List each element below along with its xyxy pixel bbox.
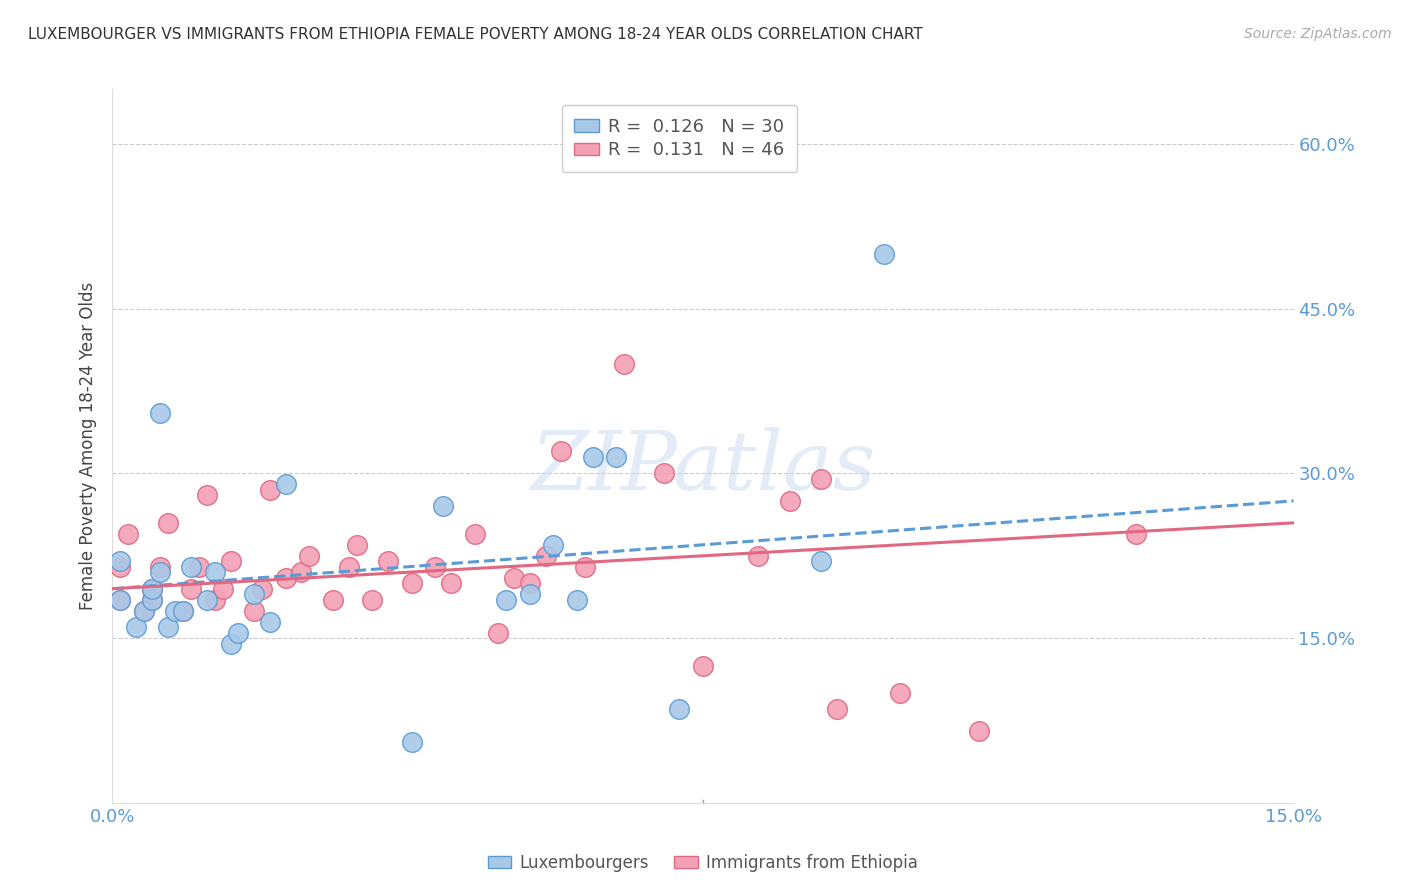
Point <box>290 566 312 580</box>
Text: Source: ZipAtlas.com: Source: ZipAtlas.com <box>1244 27 1392 41</box>
Point <box>219 637 242 651</box>
Point <box>180 559 202 574</box>
Point <box>605 450 627 464</box>
Point <box>149 566 172 580</box>
Point <box>211 582 233 596</box>
Point <box>110 592 132 607</box>
Point <box>141 592 163 607</box>
Point <box>503 571 526 585</box>
Point <box>495 592 517 607</box>
Point <box>141 582 163 596</box>
Point <box>810 472 832 486</box>
Point <box>149 406 172 420</box>
Point <box>188 559 211 574</box>
Point <box>779 494 801 508</box>
Text: ZIPatlas: ZIPatlas <box>530 427 876 508</box>
Point <box>117 526 139 541</box>
Point <box>652 467 675 481</box>
Y-axis label: Female Poverty Among 18-24 Year Olds: Female Poverty Among 18-24 Year Olds <box>79 282 97 610</box>
Point <box>243 604 266 618</box>
Point <box>337 559 360 574</box>
Point <box>195 592 218 607</box>
Point <box>346 538 368 552</box>
Point <box>195 488 218 502</box>
Point <box>250 582 273 596</box>
Point <box>377 554 399 568</box>
Point <box>132 604 155 618</box>
Point <box>322 592 344 607</box>
Point <box>132 604 155 618</box>
Point <box>519 576 541 591</box>
Point <box>110 554 132 568</box>
Point <box>243 587 266 601</box>
Point <box>550 444 572 458</box>
Point <box>582 450 605 464</box>
Point <box>141 582 163 596</box>
Point <box>259 615 281 629</box>
Point <box>165 604 187 618</box>
Point <box>156 516 179 530</box>
Point <box>967 724 990 739</box>
Point <box>747 549 769 563</box>
Point <box>172 604 194 618</box>
Point <box>204 592 226 607</box>
Point <box>361 592 384 607</box>
Point <box>274 477 297 491</box>
Point <box>401 735 423 749</box>
Point <box>519 587 541 601</box>
Point <box>259 483 281 497</box>
Point <box>298 549 321 563</box>
Point <box>440 576 463 591</box>
Point <box>613 357 636 371</box>
Point <box>110 592 132 607</box>
Point <box>204 566 226 580</box>
Point <box>873 247 896 261</box>
Point <box>425 559 447 574</box>
Point <box>125 620 148 634</box>
Point <box>464 526 486 541</box>
Point <box>110 559 132 574</box>
Point <box>219 554 242 568</box>
Point <box>565 592 588 607</box>
Point <box>574 559 596 574</box>
Point <box>172 604 194 618</box>
Point <box>156 620 179 634</box>
Point <box>810 554 832 568</box>
Point <box>401 576 423 591</box>
Point <box>486 625 509 640</box>
Point <box>228 625 250 640</box>
Point <box>692 658 714 673</box>
Point <box>889 686 911 700</box>
Point <box>274 571 297 585</box>
Legend: Luxembourgers, Immigrants from Ethiopia: Luxembourgers, Immigrants from Ethiopia <box>479 846 927 880</box>
Text: LUXEMBOURGER VS IMMIGRANTS FROM ETHIOPIA FEMALE POVERTY AMONG 18-24 YEAR OLDS CO: LUXEMBOURGER VS IMMIGRANTS FROM ETHIOPIA… <box>28 27 922 42</box>
Point <box>668 702 690 716</box>
Point <box>141 592 163 607</box>
Point <box>1125 526 1147 541</box>
Point <box>825 702 848 716</box>
Point <box>543 538 565 552</box>
Point <box>149 559 172 574</box>
Point <box>432 500 454 514</box>
Point <box>534 549 557 563</box>
Point <box>180 582 202 596</box>
